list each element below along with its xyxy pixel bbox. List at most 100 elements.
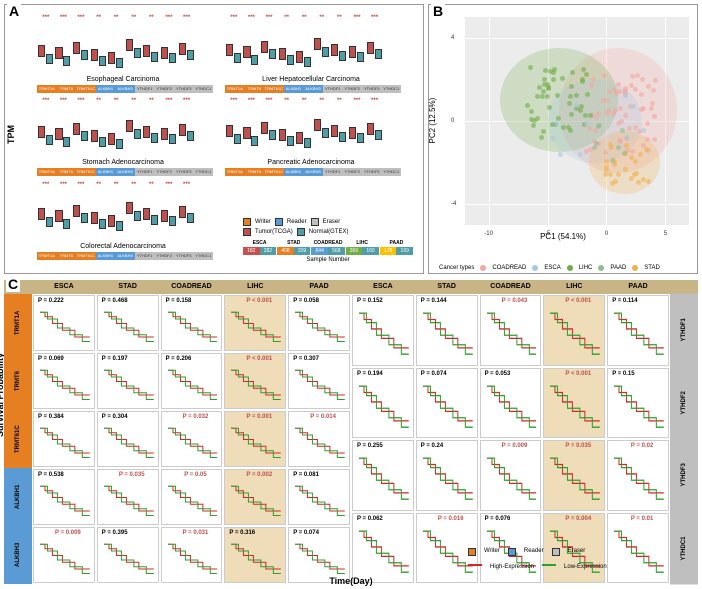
km-plot [614, 310, 664, 361]
box-pair: ** [125, 104, 143, 154]
survival-cell: P = 0.069 [33, 353, 95, 409]
box-pair: *** [348, 104, 366, 154]
survival-cell: P < 0.001 [224, 353, 286, 409]
km-low-line [104, 544, 154, 573]
gene-segment: TRMT61C [76, 252, 96, 260]
km-plot [231, 484, 281, 520]
pca-point [633, 87, 638, 92]
gene-segment: TRMT1A [37, 168, 57, 176]
normal-box [63, 137, 70, 147]
gene-segment: TRMT6 [57, 85, 77, 93]
p-value-label: P = 0.062 [357, 516, 383, 522]
gene-segment: ALKBH1 [96, 252, 116, 260]
p-value-label: P = 0.069 [38, 356, 64, 362]
tumor-box [55, 210, 62, 222]
gene-row-label: TRMT1A [4, 294, 32, 352]
gene-role-bar: TRMT1ATRMT6TRMT61CALKBH1ALKBH3YTHDF1YTHD… [37, 168, 213, 176]
legend-swatch [275, 218, 283, 226]
survival-cell: P = 0.053 [480, 368, 542, 439]
tumor-box [161, 47, 168, 59]
km-plot [550, 455, 600, 506]
pca-legend: Cancer typesCOADREADESCALIHCPAADSTAD [439, 265, 687, 271]
km-plot [487, 455, 537, 506]
tumor-box [331, 125, 338, 137]
km-low-line [231, 370, 281, 399]
tumor-box [279, 129, 286, 141]
panel-a: A TPM ***********************Esophageal … [4, 4, 424, 274]
box-pair: ** [295, 21, 313, 71]
normal-box [357, 52, 364, 62]
sample-normal-n: 209 [294, 247, 311, 255]
legend-marker [632, 265, 638, 271]
p-value-label: P = 0.074 [293, 530, 319, 536]
survival-cell: P = 0.144 [416, 295, 478, 366]
gene-segment: YTHDC1 [194, 85, 214, 93]
survival-cell: P = 0.035 [543, 440, 605, 511]
p-value-label: P = 0.004 [548, 516, 608, 522]
pca-point [640, 77, 645, 82]
box-pair: ** [331, 104, 349, 154]
survival-cell: P = 0.152 [352, 295, 414, 366]
km-low-line [295, 544, 345, 573]
km-svg [40, 310, 90, 346]
survival-cell: P = 0.158 [161, 295, 223, 351]
survival-cell: P = 0.081 [288, 469, 350, 525]
pca-point [651, 88, 656, 93]
legend-marker [532, 265, 538, 271]
pca-point [566, 125, 571, 130]
km-plot [104, 484, 154, 520]
pca-point [645, 137, 650, 142]
legend-line-swatch [468, 564, 482, 566]
km-plot [359, 383, 409, 434]
km-svg [614, 455, 664, 506]
p-value-label: P = 0.114 [612, 298, 637, 304]
gene-segment: YTHDF2 [342, 85, 362, 93]
gene-segment: TRMT61C [264, 85, 284, 93]
significance-stars: *** [37, 15, 55, 21]
gene-segment: ALKBH1 [96, 168, 116, 176]
km-plot [168, 484, 218, 520]
normal-box [169, 134, 176, 144]
box-pair: ** [107, 21, 125, 71]
normal-box [169, 53, 176, 63]
normal-box [287, 136, 294, 146]
p-value-label: P = 0.001 [229, 414, 289, 420]
gene-segment: ALKBH1 [284, 168, 304, 176]
gene-segment: YTHDF2 [154, 85, 174, 93]
normal-box [339, 51, 346, 61]
sample-number-title: Sample Number [243, 257, 413, 263]
box-pair: *** [72, 188, 90, 238]
tumor-box [243, 127, 250, 139]
pca-point [644, 147, 649, 152]
survival-cell: P = 0.222 [33, 295, 95, 351]
pca-point [641, 128, 646, 133]
normal-box [116, 221, 123, 231]
normal-box [46, 54, 53, 64]
survival-cell: P = 0.255 [352, 440, 414, 511]
significance-stars: *** [348, 98, 366, 104]
km-plot [550, 383, 600, 434]
box-pair: ** [143, 188, 161, 238]
km-plot [359, 528, 409, 579]
gene-segment: YTHDF2 [342, 168, 362, 176]
km-low-line [104, 312, 154, 341]
km-svg [423, 310, 473, 361]
survival-header-cell: LIHC [542, 280, 606, 294]
tumor-box [55, 128, 62, 140]
gene-segment: TRMT61C [264, 168, 284, 176]
tumor-box [367, 42, 374, 54]
significance-stars: *** [37, 98, 55, 104]
gene-segment: YTHDC1 [382, 168, 402, 176]
km-low-line [40, 486, 90, 515]
boxplot-subpanel: ***********************Colorectal Adenoc… [29, 186, 217, 264]
normal-box [63, 219, 70, 229]
km-plot [168, 310, 218, 346]
survival-cell: P = 0.15 [607, 368, 669, 439]
pca-point [620, 128, 625, 133]
survival-cell: P = 0.05 [161, 469, 223, 525]
survival-row: P = 0.255P = 0.24P = 0.009P = 0.035P = 0… [351, 439, 698, 512]
survival-header-cell: STAD [415, 280, 479, 294]
normal-box [304, 57, 311, 67]
tumor-box [179, 206, 186, 218]
y-tick: 0 [451, 118, 454, 124]
